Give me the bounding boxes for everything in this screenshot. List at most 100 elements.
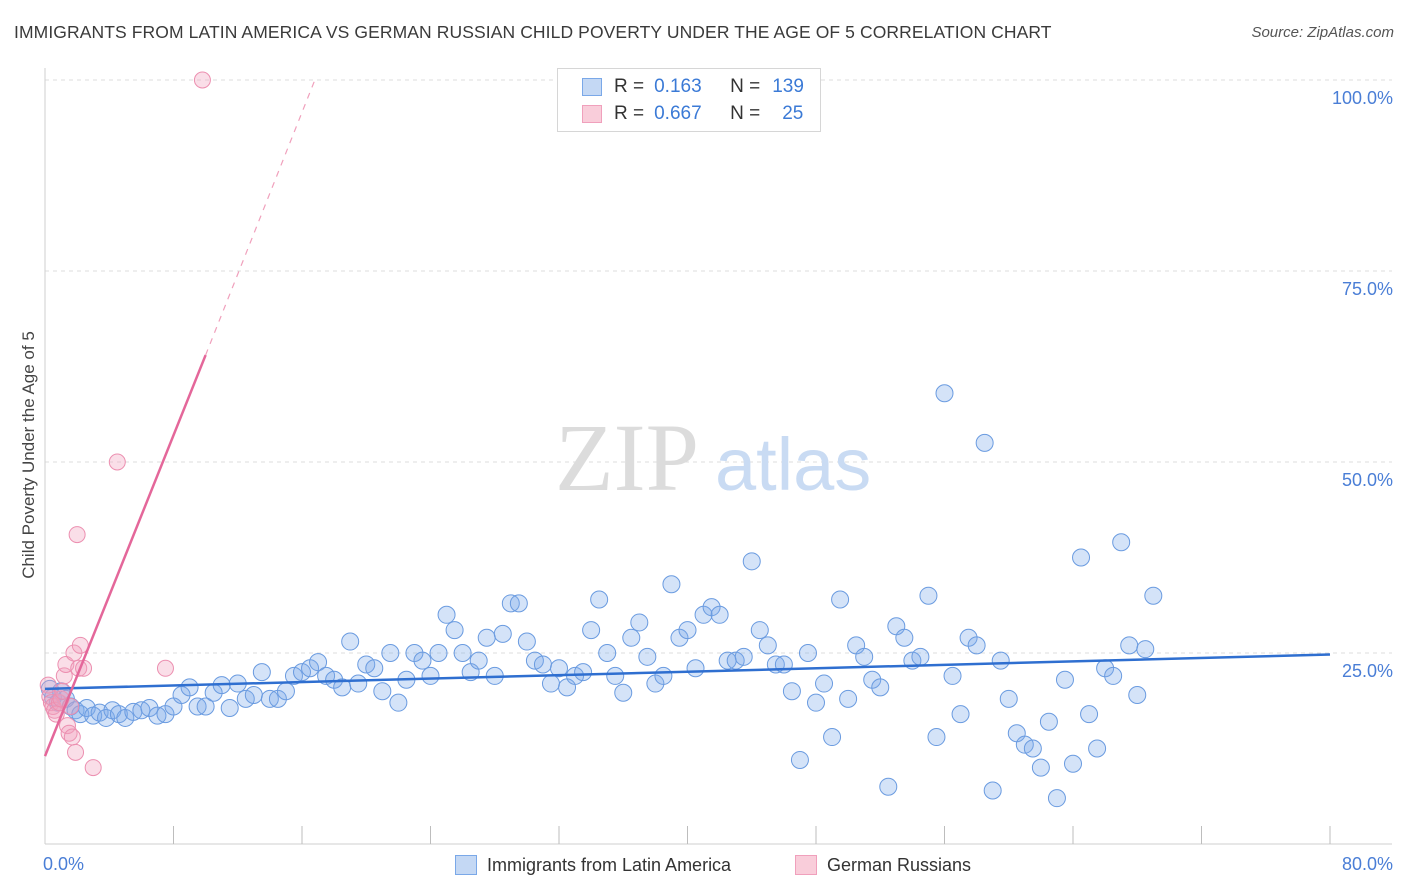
data-point (758, 636, 777, 655)
watermark-zip: ZIP (555, 404, 699, 511)
trend-line-german-russians (43, 354, 207, 757)
data-point (381, 644, 400, 662)
data-point (831, 590, 850, 609)
data-point (943, 666, 962, 685)
data-point (445, 621, 464, 640)
data-point (469, 651, 488, 670)
y-axis-label: Child Poverty Under the Age of 5 (19, 331, 38, 579)
data-point (1064, 754, 1082, 773)
data-point (1088, 739, 1107, 758)
axes (44, 68, 1392, 845)
trend-line-german-russians-extension (205, 79, 316, 356)
data-point (1055, 670, 1074, 689)
data-point (823, 728, 842, 747)
data-point (622, 628, 641, 647)
data-point (638, 647, 657, 666)
data-point (983, 781, 1002, 800)
data-point (654, 666, 673, 685)
data-point (1031, 758, 1050, 777)
data-point (782, 682, 801, 701)
data-point (244, 686, 263, 705)
data-point (276, 682, 295, 701)
data-point (1136, 640, 1155, 659)
bottom-legend-label: German Russians (827, 854, 972, 875)
data-point (220, 699, 239, 718)
data-point (1104, 666, 1123, 685)
data-point (991, 651, 1010, 670)
series-german-russians-points (39, 71, 211, 777)
legend-r-label: R = (614, 103, 645, 124)
data-point (252, 663, 271, 682)
data-point (373, 682, 392, 701)
bottom-legend-swatch-blue (455, 855, 477, 875)
bottom-legend-swatch-pink (795, 855, 817, 875)
data-point (606, 666, 625, 685)
data-point (590, 590, 609, 609)
legend-r-value: 0.667 (654, 103, 702, 124)
source-credit: Source: ZipAtlas.com (1251, 24, 1394, 41)
data-point (1144, 586, 1163, 605)
data-point (1039, 712, 1058, 731)
y-tick-label: 25.0% (1342, 661, 1393, 681)
legend-n-label: N = (730, 76, 761, 97)
legend-n-value: 25 (782, 103, 804, 124)
data-point (1128, 686, 1147, 705)
legend-swatch-blue (582, 78, 602, 96)
legend-row-german-russians: R = 0.667 N = 25 (582, 101, 803, 127)
data-point (855, 647, 874, 666)
data-point (598, 644, 617, 662)
data-point (413, 651, 432, 670)
data-point (951, 705, 970, 724)
data-point (815, 674, 834, 693)
data-point (574, 663, 593, 682)
data-point (477, 628, 496, 647)
y-tick-label: 100.0% (1332, 88, 1393, 108)
data-point (389, 693, 408, 712)
data-point (919, 586, 938, 605)
legend-r-value: 0.163 (654, 76, 702, 97)
data-point (453, 644, 472, 662)
data-point (1072, 548, 1091, 567)
data-point (630, 613, 649, 632)
data-point (517, 632, 536, 651)
bottom-legend-german-russians: German Russians (795, 852, 971, 878)
data-point (999, 689, 1018, 708)
x-tick-label: 80.0% (1342, 854, 1393, 874)
data-point (550, 659, 568, 678)
legend-n-value: 139 (772, 76, 804, 97)
data-point (871, 678, 890, 697)
data-point (790, 750, 809, 769)
data-point (63, 728, 81, 746)
y-tick-label: 50.0% (1342, 470, 1393, 490)
data-point (68, 526, 86, 544)
y-tick-label: 75.0% (1342, 279, 1393, 299)
data-point (678, 621, 697, 640)
data-point (309, 653, 328, 672)
data-point (421, 666, 440, 685)
watermark: ZIP atlas (555, 404, 871, 511)
data-point (662, 575, 681, 594)
data-point (927, 728, 946, 747)
bottom-legend-label: Immigrants from Latin America (487, 854, 732, 875)
legend-swatch-pink (582, 105, 602, 123)
data-point (967, 636, 986, 655)
data-point (67, 743, 85, 761)
data-point (437, 605, 456, 624)
trend-line-latin-america (44, 653, 1331, 691)
data-point (493, 624, 512, 643)
data-point (686, 659, 705, 678)
legend-n-label: N = (730, 103, 761, 124)
chart-title: IMMIGRANTS FROM LATIN AMERICA VS GERMAN … (14, 22, 1052, 42)
data-point (541, 674, 560, 693)
data-point (798, 644, 817, 662)
data-point (509, 594, 528, 613)
data-point (349, 674, 368, 693)
data-point (341, 632, 360, 651)
bottom-legend-latin-america: Immigrants from Latin America (455, 852, 731, 878)
data-point (975, 433, 994, 452)
data-point (879, 777, 898, 796)
data-point (84, 759, 102, 777)
data-point (1047, 789, 1066, 808)
data-point (1080, 705, 1099, 724)
